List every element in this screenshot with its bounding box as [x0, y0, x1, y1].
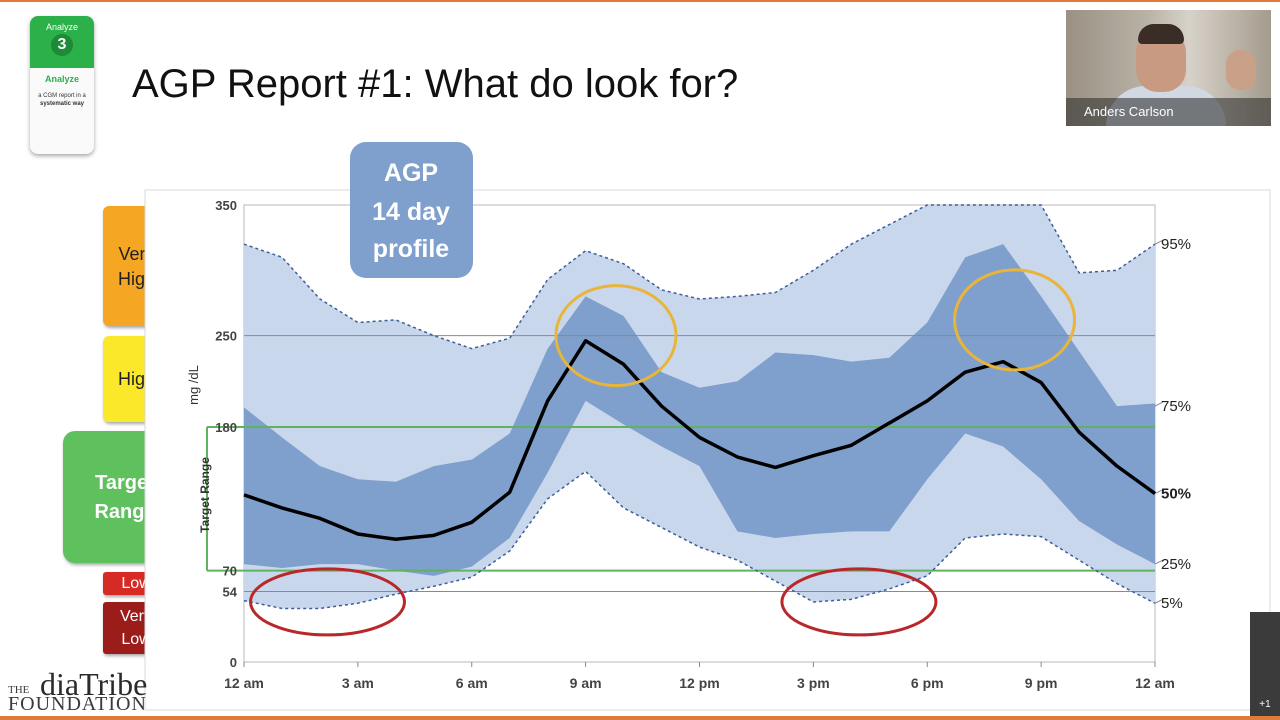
badge-desc-line: a CGM report in a: [38, 93, 86, 99]
profile-label-line: 14 day: [372, 198, 450, 226]
badge-number: 3: [51, 34, 73, 56]
percentile-leader: [1154, 489, 1164, 495]
badge-sub-label: Analyze: [44, 74, 79, 84]
logo-name: diaTribe: [40, 666, 148, 702]
badge-desc-line: systematic way: [39, 101, 85, 107]
logo-foundation: FOUNDATION: [8, 693, 147, 715]
percentile-leader: [1154, 239, 1164, 245]
x-tick-label: 12 am: [1135, 675, 1175, 691]
percentile-leader: [1154, 401, 1164, 407]
median-line: [243, 339, 1157, 542]
x-tick-label: 3 am: [342, 675, 374, 691]
y-tick-label: 70: [223, 564, 237, 579]
x-tick-label: 9 am: [570, 675, 602, 691]
percentile-line-95: [243, 204, 1156, 350]
high-excursion-circle: [554, 284, 678, 388]
profile-label-line: AGP: [384, 159, 438, 187]
side-panel-button[interactable]: +1: [1250, 612, 1280, 716]
x-tick-label: 3 pm: [797, 675, 830, 691]
percentile-leader: [1154, 559, 1164, 565]
participant-name: Anders Carlson: [1066, 98, 1271, 126]
top-border: [0, 0, 1280, 2]
x-tick-label: 6 pm: [911, 675, 944, 691]
video-person-hair: [1138, 24, 1184, 44]
legend-very-low-line: Very: [119, 608, 152, 625]
legend-target-line: Range: [94, 501, 156, 523]
profile-label-line: profile: [373, 235, 449, 263]
target-range-axis-label: Target Range: [198, 457, 212, 533]
y-tick-label: 54: [223, 584, 238, 599]
percentile-leader: [1154, 598, 1164, 604]
legend-very-low-line: Low: [121, 631, 151, 648]
badge-header: Analyze 3: [30, 16, 94, 68]
step-badge: Analyze 3 Analyze a CGM report in a syst…: [30, 16, 94, 154]
low-excursion-circle: [249, 567, 407, 637]
badge-top-label: Analyze: [45, 22, 79, 32]
video-tile[interactable]: Anders Carlson: [1066, 10, 1271, 126]
y-tick-label: 350: [215, 198, 237, 213]
profile-label-box: [350, 142, 473, 278]
x-tick-label: 9 pm: [1025, 675, 1058, 691]
percentile-label: 5%: [1161, 595, 1183, 612]
video-person-hand: [1226, 50, 1256, 90]
slide-title: AGP Report #1: What do look for?: [132, 62, 739, 106]
logo-the: THE: [8, 684, 30, 696]
bottom-border: [0, 716, 1280, 720]
y-tick-label: 250: [215, 329, 237, 344]
percentile-label: 25%: [1161, 556, 1191, 573]
y-tick-label: 0: [230, 655, 237, 670]
side-button-label: +1: [1259, 699, 1271, 710]
x-tick-label: 12 pm: [679, 675, 719, 691]
legend-target-line: Target: [95, 472, 155, 494]
y-tick-label: 180: [215, 420, 237, 435]
badge-description: a CGM report in a systematic way: [33, 92, 91, 108]
high-excursion-circle: [953, 268, 1077, 372]
x-tick-label: 12 am: [224, 675, 264, 691]
x-tick-label: 6 am: [456, 675, 488, 691]
percentile-label: 50%: [1161, 486, 1191, 503]
inner-percentile-band: [244, 244, 1155, 576]
y-axis-label: mg /dL: [186, 365, 201, 405]
low-excursion-circle: [780, 567, 938, 637]
percentile-label: 75%: [1161, 398, 1191, 415]
percentile-label: 95%: [1161, 236, 1191, 253]
